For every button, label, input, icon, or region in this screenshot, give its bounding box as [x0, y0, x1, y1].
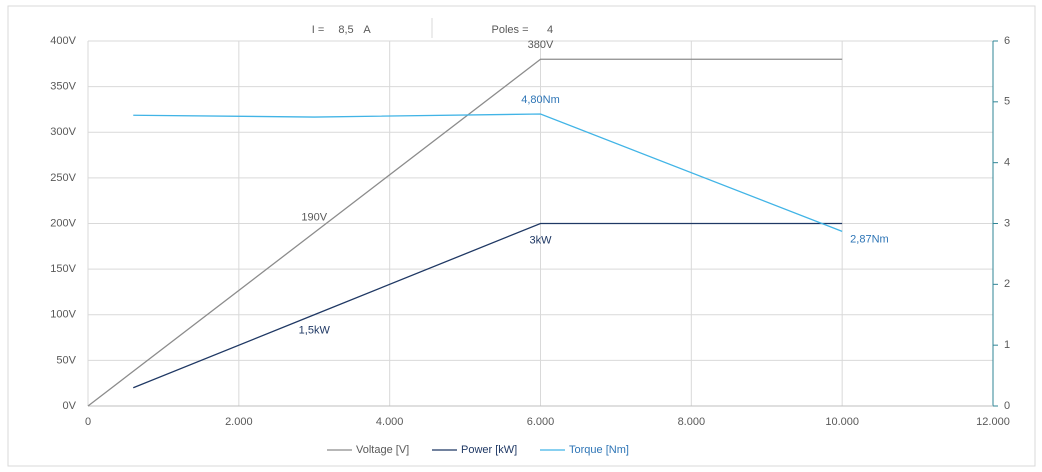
data-label: 3kW: [530, 234, 553, 246]
y-tick-label: 100V: [50, 309, 76, 321]
x-tick-label: 12.000: [976, 416, 1010, 428]
x-tick-label: 6.000: [527, 416, 555, 428]
y2-tick-label: 2: [1004, 278, 1010, 290]
y2-tick-label: 1: [1004, 339, 1010, 351]
y-tick-label: 0V: [63, 400, 77, 412]
series-line: [133, 222, 843, 389]
y-tick-label: 300V: [50, 126, 76, 138]
y-tick-label: 250V: [50, 172, 76, 184]
y-tick-label: 50V: [56, 354, 76, 366]
current-label: I =: [312, 24, 325, 36]
poles-label: Poles =: [492, 24, 529, 36]
y2-tick-label: 3: [1004, 217, 1010, 229]
data-label: 1,5kW: [299, 325, 331, 337]
data-label: 380V: [528, 39, 554, 51]
data-label: 4,80Nm: [521, 94, 560, 106]
x-tick-label: 0: [85, 416, 91, 428]
poles-value: 4: [547, 24, 553, 36]
series-line: [133, 113, 843, 233]
y2-tick-label: 0: [1004, 400, 1010, 412]
current-unit: A: [363, 24, 371, 36]
data-label: 2,87Nm: [850, 233, 889, 245]
legend-label: Torque [Nm]: [569, 444, 629, 456]
data-label: 190V: [301, 212, 327, 224]
y-tick-label: 200V: [50, 217, 76, 229]
series-line: [87, 58, 843, 407]
x-tick-label: 8.000: [678, 416, 706, 428]
x-tick-label: 2.000: [225, 416, 253, 428]
legend-label: Voltage [V]: [356, 444, 409, 456]
y-tick-label: 350V: [50, 81, 76, 93]
y2-tick-label: 5: [1004, 96, 1010, 108]
y2-tick-label: 6: [1004, 35, 1010, 47]
legend-label: Power [kW]: [461, 444, 517, 456]
x-tick-label: 4.000: [376, 416, 404, 428]
current-value: 8,5: [338, 24, 353, 36]
x-tick-label: 10.000: [825, 416, 859, 428]
y-tick-label: 400V: [50, 35, 76, 47]
y2-tick-label: 4: [1004, 157, 1010, 169]
chart-frame: [7, 5, 1036, 467]
y-tick-label: 150V: [50, 263, 76, 275]
